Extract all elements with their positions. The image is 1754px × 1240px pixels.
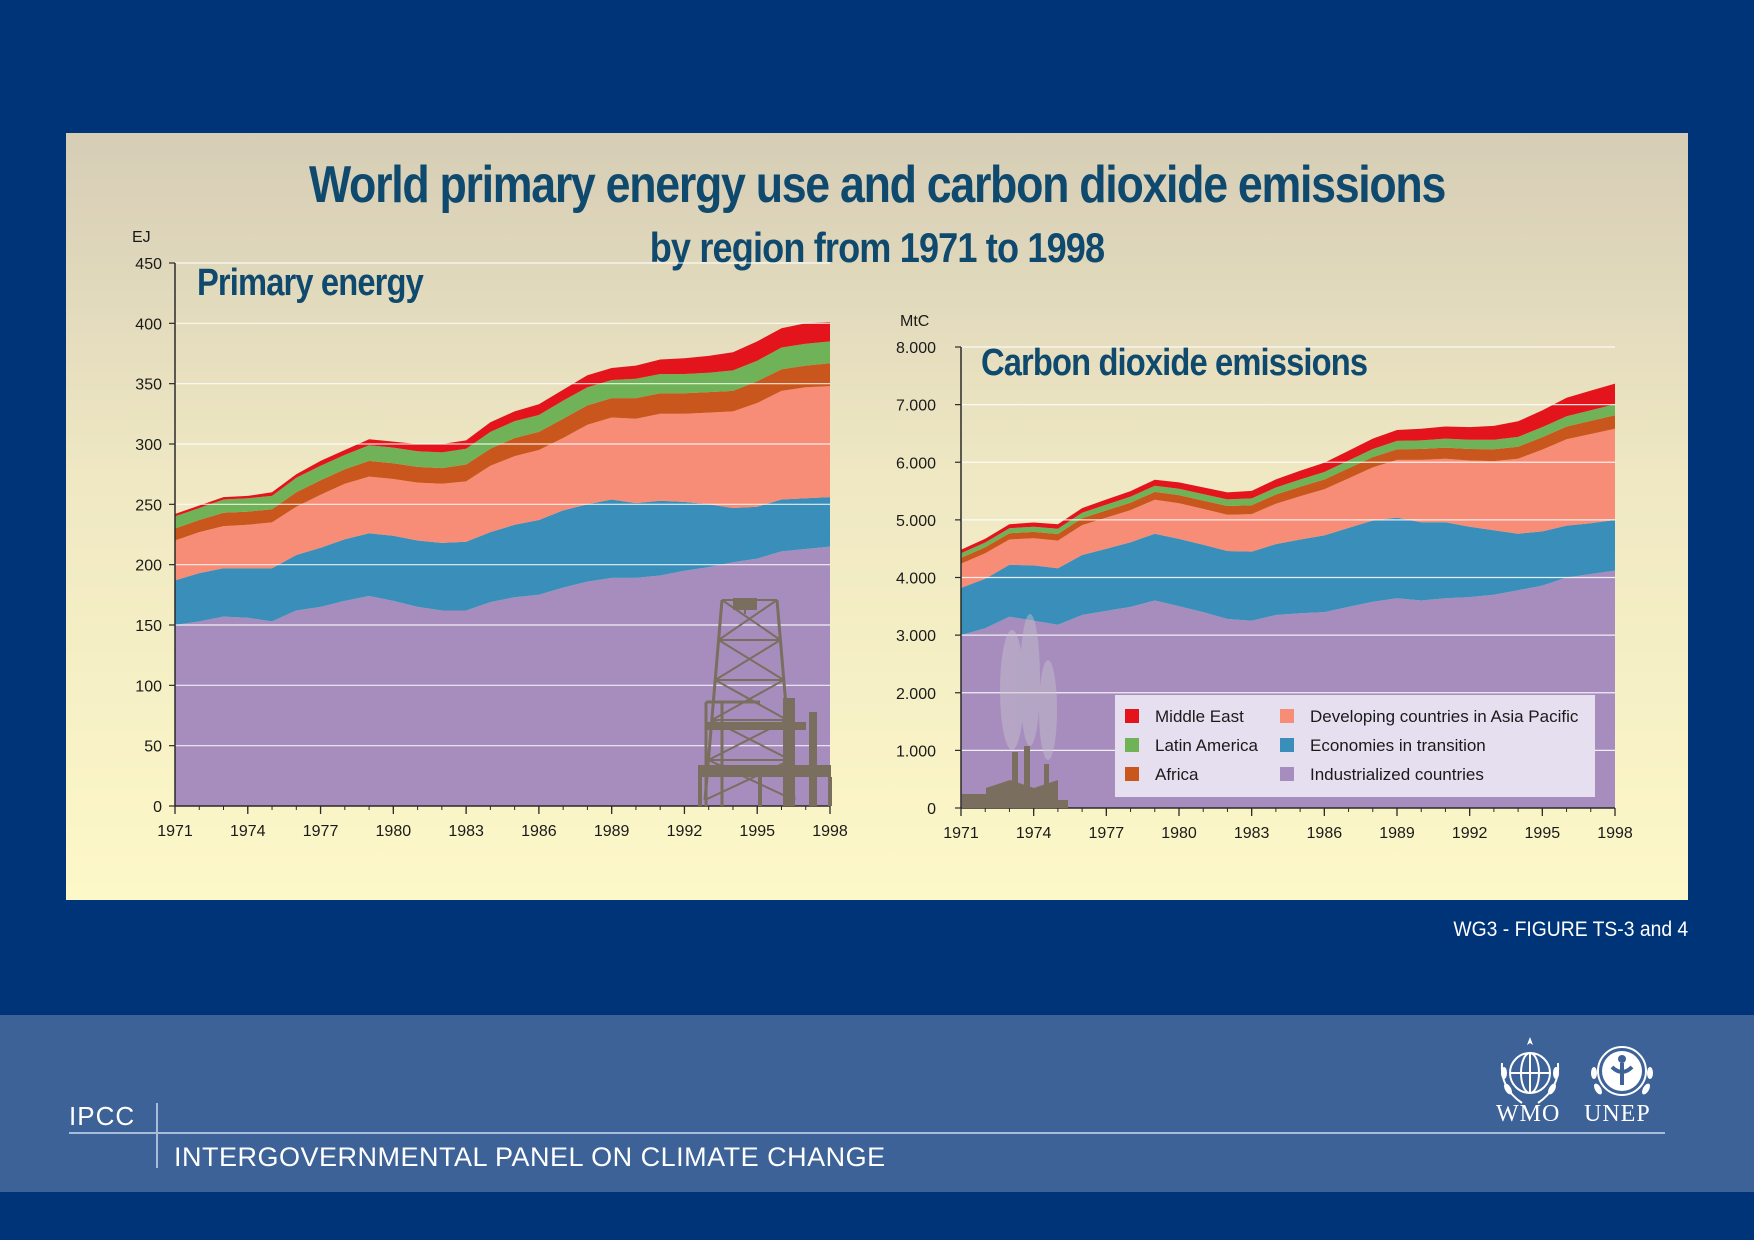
oil-rig-upper-deck xyxy=(706,722,806,730)
factory-chimney xyxy=(1024,746,1030,788)
figure-reference: WG3 - FIGURE TS-3 and 4 xyxy=(1453,918,1688,941)
energy-unit-label: EJ xyxy=(132,229,151,246)
co2-unit-label: MtC xyxy=(900,313,929,330)
energy-area-middle-east xyxy=(175,322,830,517)
primary-energy-title: Primary energy xyxy=(197,262,424,304)
co2-y-tick-label: 3.000 xyxy=(896,628,936,645)
smoke-plume xyxy=(1039,660,1057,760)
wmo-emblem-icon xyxy=(1500,1037,1560,1104)
legend-swatch-economies-in-transition xyxy=(1280,738,1294,752)
energy-chart: 0 50 100 150 200 250 300 350 400 450 1971 1974 1977 1… xyxy=(132,229,848,840)
co2-x-tick-label: 1995 xyxy=(1525,825,1561,842)
energy-y-tick-label: 250 xyxy=(135,497,162,514)
legend-label-middle-east: Middle East xyxy=(1155,707,1244,726)
co2-area-developing-countries-in-asia-pacific xyxy=(961,428,1615,588)
oil-rig-tower xyxy=(809,712,817,806)
legend-swatch-africa xyxy=(1125,767,1139,781)
co2-x-tick-label: 1977 xyxy=(1089,825,1125,842)
co2-area-latin-america xyxy=(961,404,1615,558)
co2-x-tick-label: 1980 xyxy=(1161,825,1197,842)
co2-y-tick-label: 1.000 xyxy=(896,743,936,760)
energy-y-tick-label: 350 xyxy=(135,377,162,394)
co2-x-tick-label: 1986 xyxy=(1307,825,1343,842)
legend-label-africa: Africa xyxy=(1155,765,1199,784)
legend: Middle East Latin America Africa Developing… xyxy=(1115,695,1595,797)
smoke-plume xyxy=(1020,614,1040,746)
factory-smoke xyxy=(1000,614,1057,760)
energy-area-developing-countries-in-asia-pacific xyxy=(175,386,830,581)
co2-emissions-title: Carbon dioxide emissions xyxy=(981,342,1368,384)
energy-x-tick-label: 1986 xyxy=(521,823,557,840)
energy-x-tick-label: 1998 xyxy=(812,823,848,840)
oil-rig-deck xyxy=(698,765,831,777)
energy-area-africa xyxy=(175,363,830,541)
energy-x-tick-label: 1992 xyxy=(667,823,703,840)
unep-emblem-icon xyxy=(1591,1046,1653,1096)
energy-area-latin-america xyxy=(175,341,830,529)
co2-area-economies-in-transition xyxy=(961,517,1615,636)
footer-band xyxy=(0,1015,1754,1192)
co2-y-tick-label: 8.000 xyxy=(896,340,936,357)
co2-y-tick-label: 2.000 xyxy=(896,686,936,703)
energy-area-economies-in-transition xyxy=(175,497,830,625)
co2-x-tick-label: 1983 xyxy=(1234,825,1270,842)
energy-x-tick-label: 1983 xyxy=(448,823,484,840)
unep-label: UNEP xyxy=(1584,1101,1651,1127)
energy-y-tick-label: 200 xyxy=(135,558,162,575)
legend-label-economies-in-transition: Economies in transition xyxy=(1310,736,1486,755)
energy-y-tick-label: 50 xyxy=(144,739,162,756)
co2-x-tick-label: 1989 xyxy=(1379,825,1415,842)
co2-y-tick-label: 7.000 xyxy=(896,398,936,415)
co2-y-tick-label: 5.000 xyxy=(896,513,936,530)
energy-y-tick-label: 0 xyxy=(153,799,162,816)
co2-x-tick-label: 1974 xyxy=(1016,825,1052,842)
co2-x-tick-label: 1992 xyxy=(1452,825,1488,842)
energy-y-tick-label: 300 xyxy=(135,437,162,454)
factory-chimney xyxy=(1012,752,1018,788)
energy-x-tick-label: 1971 xyxy=(157,823,193,840)
factory-chimney xyxy=(1044,764,1049,790)
energy-y-tick-label: 400 xyxy=(135,316,162,333)
footer-divider-vertical xyxy=(156,1103,158,1168)
energy-area-industrialized-countries xyxy=(175,546,830,806)
energy-x-tick-label: 1980 xyxy=(376,823,412,840)
energy-x-tick-label: 1995 xyxy=(739,823,775,840)
legend-swatch-industrialized-countries xyxy=(1280,767,1294,781)
energy-x-tick-label: 1989 xyxy=(594,823,630,840)
legend-swatch-middle-east xyxy=(1125,709,1139,723)
oil-rig-tower xyxy=(783,698,795,806)
oil-rig-pylons xyxy=(698,777,832,806)
oil-rig-icon xyxy=(698,598,832,806)
smoke-plume xyxy=(1000,630,1024,750)
co2-x-tick-label: 1971 xyxy=(943,825,979,842)
legend-swatch-latin-america xyxy=(1125,738,1139,752)
legend-label-latin-america: Latin America xyxy=(1155,736,1259,755)
legend-swatch-developing-countries-in-asia-pacific xyxy=(1280,709,1294,723)
ipcc-full-name: INTERGOVERNMENTAL PANEL ON CLIMATE CHANG… xyxy=(174,1142,886,1172)
co2-y-tick-label: 4.000 xyxy=(896,571,936,588)
legend-box xyxy=(1115,695,1595,797)
co2-y-tick-label: 6.000 xyxy=(896,455,936,472)
co2-x-tick-label: 1998 xyxy=(1597,825,1633,842)
wmo-label: WMO xyxy=(1496,1101,1561,1127)
legend-label-industrialized-countries: Industrialized countries xyxy=(1310,765,1484,784)
energy-y-tick-label: 100 xyxy=(135,678,162,695)
legend-label-developing-countries-in-asia-pacific: Developing countries in Asia Pacific xyxy=(1310,707,1579,726)
energy-x-tick-label: 1974 xyxy=(230,823,266,840)
main-title: World primary energy use and carbon diox… xyxy=(308,156,1446,214)
energy-y-tick-label: 450 xyxy=(135,256,162,273)
oil-rig-bracing xyxy=(704,599,795,801)
energy-x-tick-label: 1977 xyxy=(303,823,339,840)
energy-y-tick-label: 150 xyxy=(135,618,162,635)
footer-divider-horizontal xyxy=(69,1132,1665,1134)
ipcc-abbreviation: IPCC xyxy=(69,1101,136,1131)
oil-rig-frame xyxy=(704,700,760,806)
factory-icon xyxy=(962,614,1068,808)
co2-y-tick-label: 0 xyxy=(927,801,936,818)
co2-area-africa xyxy=(961,415,1615,564)
